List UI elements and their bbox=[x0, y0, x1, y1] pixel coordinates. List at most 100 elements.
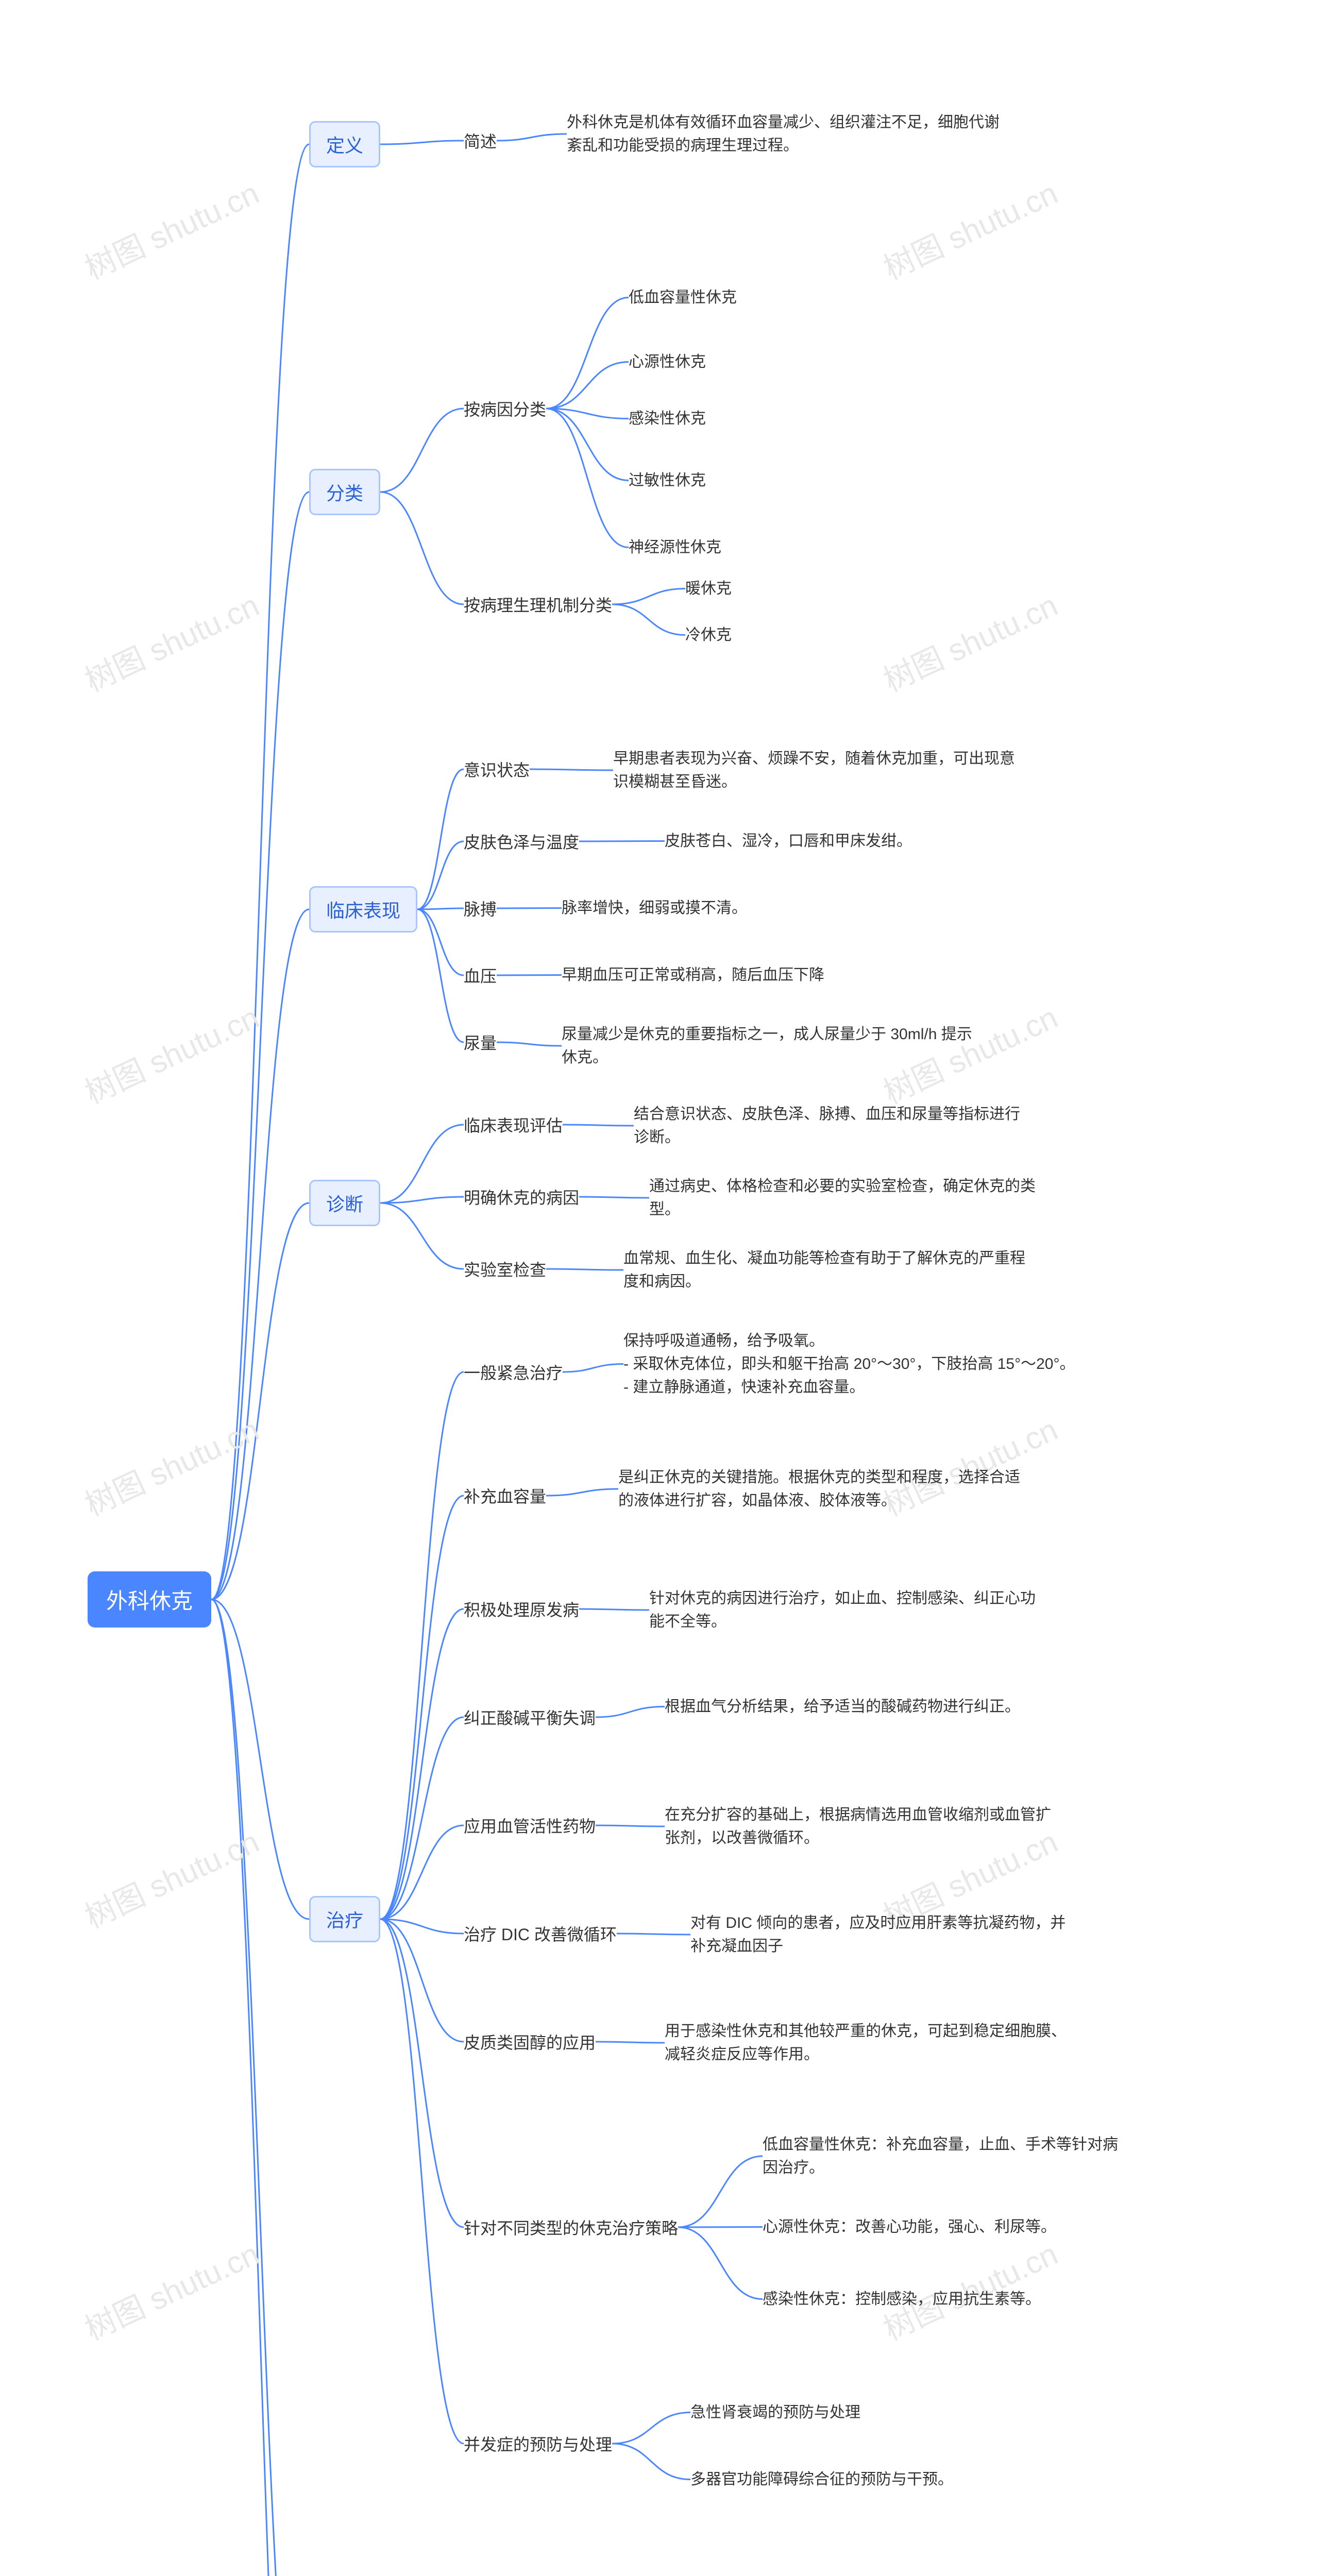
level3-node-t8a: 低血容量性休克：补充血容量，止血、手术等针对病因治疗。 bbox=[763, 2133, 1123, 2179]
watermark: 树图 shutu.cn bbox=[77, 168, 265, 288]
level3-node-c1e: 神经源性休克 bbox=[629, 536, 721, 559]
root-node[interactable]: 外科休克 bbox=[88, 1571, 211, 1628]
connector bbox=[380, 1203, 464, 1269]
connector bbox=[617, 1934, 690, 1935]
level2-node-tr4[interactable]: 纠正酸碱平衡失调 bbox=[464, 1705, 596, 1729]
connector bbox=[380, 1372, 464, 1919]
connector bbox=[417, 841, 464, 909]
level2-node-tr5[interactable]: 应用血管活性药物 bbox=[464, 1814, 596, 1837]
connector bbox=[497, 975, 562, 976]
connector bbox=[380, 1609, 464, 1919]
level3-node-t9a: 急性肾衰竭的预防与处理 bbox=[690, 2401, 860, 2424]
level3-node-d2a: 通过病史、体格检查和必要的实验室检查，确定休克的类型。 bbox=[649, 1175, 1036, 1221]
level1-node-treat[interactable]: 治疗 bbox=[309, 1896, 380, 1942]
connector bbox=[563, 1125, 634, 1126]
watermark: 树图 shutu.cn bbox=[77, 993, 265, 1112]
level3-node-t8b: 心源性休克：改善心功能，强心、利尿等。 bbox=[763, 2215, 1123, 2239]
connector bbox=[380, 1919, 464, 2444]
level2-node-cli5[interactable]: 尿量 bbox=[464, 1030, 497, 1054]
connector bbox=[497, 1042, 562, 1046]
level3-node-t4a: 根据血气分析结果，给予适当的酸碱药物进行纠正。 bbox=[665, 1695, 1046, 1718]
level3-node-t6a: 对有 DIC 倾向的患者，应及时应用肝素等抗凝药物，并补充凝血因子 bbox=[690, 1911, 1077, 1958]
connector bbox=[563, 1364, 623, 1372]
connector bbox=[497, 134, 567, 141]
level3-node-t2a: 是纠正休克的关键措施。根据休克的类型和程度，选择合适的液体进行扩容，如晶体液、胶… bbox=[618, 1466, 1030, 1512]
watermark: 树图 shutu.cn bbox=[77, 581, 265, 700]
connector bbox=[612, 604, 685, 635]
connector bbox=[546, 409, 629, 548]
connector bbox=[380, 1125, 464, 1203]
connector bbox=[211, 492, 309, 1600]
level3-node-t7a: 用于感染性休克和其他较严重的休克，可起到稳定细胞膜、减轻炎症反应等作用。 bbox=[665, 2020, 1072, 2066]
level2-node-tr6[interactable]: 治疗 DIC 改善微循环 bbox=[464, 1922, 617, 1945]
level2-node-tr1[interactable]: 一般紧急治疗 bbox=[464, 1360, 563, 1384]
connector bbox=[612, 2444, 690, 2480]
watermark: 树图 shutu.cn bbox=[77, 1405, 265, 1524]
level3-node-cl2a: 皮肤苍白、湿冷，口唇和甲床发绀。 bbox=[665, 829, 1025, 853]
connector bbox=[380, 409, 464, 492]
connector bbox=[579, 1197, 649, 1198]
connector bbox=[579, 1609, 649, 1610]
level2-node-cli1[interactable]: 意识状态 bbox=[464, 757, 530, 781]
level2-node-dg1[interactable]: 临床表现评估 bbox=[464, 1113, 563, 1137]
level2-node-cls1[interactable]: 按病因分类 bbox=[464, 397, 546, 420]
watermark: 树图 shutu.cn bbox=[875, 581, 1064, 700]
connector bbox=[380, 1825, 464, 1919]
connector bbox=[417, 908, 464, 909]
connector bbox=[380, 1496, 464, 1919]
watermark: 树图 shutu.cn bbox=[875, 168, 1064, 288]
level3-node-def1a: 外科休克是机体有效循环血容量减少、组织灌注不足，细胞代谢紊乱和功能受损的病理生理… bbox=[567, 111, 1005, 157]
level2-node-cli2[interactable]: 皮肤色泽与温度 bbox=[464, 829, 579, 853]
level3-node-cl1a: 早期患者表现为兴奋、烦躁不安，随着休克加重，可出现意识模糊甚至昏迷。 bbox=[613, 747, 1025, 793]
level2-node-tr2[interactable]: 补充血容量 bbox=[464, 1484, 546, 1507]
connector bbox=[546, 409, 629, 481]
level3-node-d1a: 结合意识状态、皮肤色泽、脉搏、血压和尿量等指标进行诊断。 bbox=[634, 1103, 1020, 1149]
level3-node-cl3a: 脉率增快，细弱或摸不清。 bbox=[562, 896, 871, 920]
level3-node-c1d: 过敏性休克 bbox=[629, 469, 706, 492]
connector bbox=[211, 1203, 309, 1600]
connector bbox=[612, 589, 685, 605]
connector bbox=[380, 492, 464, 604]
connector bbox=[596, 1707, 665, 1718]
connector bbox=[380, 1919, 464, 2042]
mindmap-canvas: 树图 shutu.cn 树图 shutu.cn 树图 shutu.cn 树图 shut… bbox=[0, 0, 1319, 2576]
level3-node-c1b: 心源性休克 bbox=[629, 350, 706, 374]
level2-node-cls2[interactable]: 按病理生理机制分类 bbox=[464, 592, 612, 616]
level2-node-dg3[interactable]: 实验室检查 bbox=[464, 1257, 546, 1281]
level2-node-tr7[interactable]: 皮质类固醇的应用 bbox=[464, 2030, 596, 2054]
connector bbox=[546, 1489, 618, 1496]
level3-node-t1a: 保持呼吸道通畅，给予吸氧。 - 采取休克体位，即头和躯干抬高 20°～30°，下… bbox=[623, 1329, 1077, 1399]
watermark: 树图 shutu.cn bbox=[77, 1817, 265, 1937]
connector bbox=[596, 2042, 665, 2043]
level1-node-class[interactable]: 分类 bbox=[309, 469, 380, 515]
level3-node-c1c: 感染性休克 bbox=[629, 407, 706, 430]
connector bbox=[579, 841, 665, 842]
level1-node-def[interactable]: 定义 bbox=[309, 121, 380, 167]
level2-node-def1[interactable]: 简述 bbox=[464, 129, 497, 152]
level2-node-cli3[interactable]: 脉搏 bbox=[464, 896, 497, 920]
level3-node-c2b: 冷休克 bbox=[685, 623, 732, 647]
connector bbox=[678, 2227, 763, 2228]
connector bbox=[546, 298, 629, 409]
level2-node-tr9[interactable]: 并发症的预防与处理 bbox=[464, 2432, 612, 2455]
connector bbox=[546, 409, 629, 419]
connector bbox=[497, 908, 562, 909]
connector bbox=[380, 1717, 464, 1919]
connector bbox=[546, 362, 629, 409]
level2-node-dg2[interactable]: 明确休克的病因 bbox=[464, 1185, 579, 1209]
level1-node-diag[interactable]: 诊断 bbox=[309, 1180, 380, 1226]
level1-node-clinical[interactable]: 临床表现 bbox=[309, 886, 417, 933]
level3-node-cl4a: 早期血压可正常或稍高，随后血压下降 bbox=[562, 963, 922, 987]
connector bbox=[596, 1825, 665, 1826]
connector bbox=[380, 141, 464, 144]
connector bbox=[211, 909, 309, 1600]
watermark: 树图 shutu.cn bbox=[77, 2229, 265, 2349]
level3-node-t3a: 针对休克的病因进行治疗，如止血、控制感染、纠正心功能不全等。 bbox=[649, 1587, 1041, 1633]
connector bbox=[417, 769, 464, 909]
level2-node-tr8[interactable]: 针对不同类型的休克治疗策略 bbox=[464, 2215, 678, 2239]
level2-node-cli4[interactable]: 血压 bbox=[464, 963, 497, 987]
connector bbox=[417, 909, 464, 1042]
level3-node-c2a: 暖休克 bbox=[685, 577, 732, 600]
level2-node-tr3[interactable]: 积极处理原发病 bbox=[464, 1597, 579, 1621]
connector bbox=[546, 1269, 623, 1270]
